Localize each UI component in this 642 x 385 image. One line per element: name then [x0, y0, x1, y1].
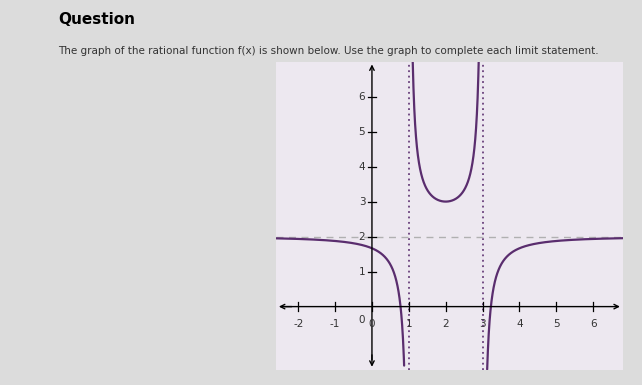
- Text: -2: -2: [293, 319, 304, 329]
- Text: The graph of the rational function f(x) is shown below. Use the graph to complet: The graph of the rational function f(x) …: [58, 46, 598, 56]
- Text: 5: 5: [553, 319, 560, 329]
- Text: 4: 4: [359, 162, 365, 172]
- Text: 0: 0: [359, 315, 365, 325]
- Text: 5: 5: [359, 127, 365, 137]
- Text: 0: 0: [369, 319, 375, 329]
- Text: Question: Question: [58, 12, 135, 27]
- Text: 2: 2: [359, 232, 365, 242]
- Text: 6: 6: [590, 319, 596, 329]
- Text: 4: 4: [516, 319, 523, 329]
- Text: 3: 3: [480, 319, 486, 329]
- Text: 1: 1: [406, 319, 412, 329]
- Text: -1: -1: [330, 319, 340, 329]
- Text: 6: 6: [359, 92, 365, 102]
- Text: 2: 2: [442, 319, 449, 329]
- Text: 3: 3: [359, 197, 365, 207]
- Text: 1: 1: [359, 266, 365, 276]
